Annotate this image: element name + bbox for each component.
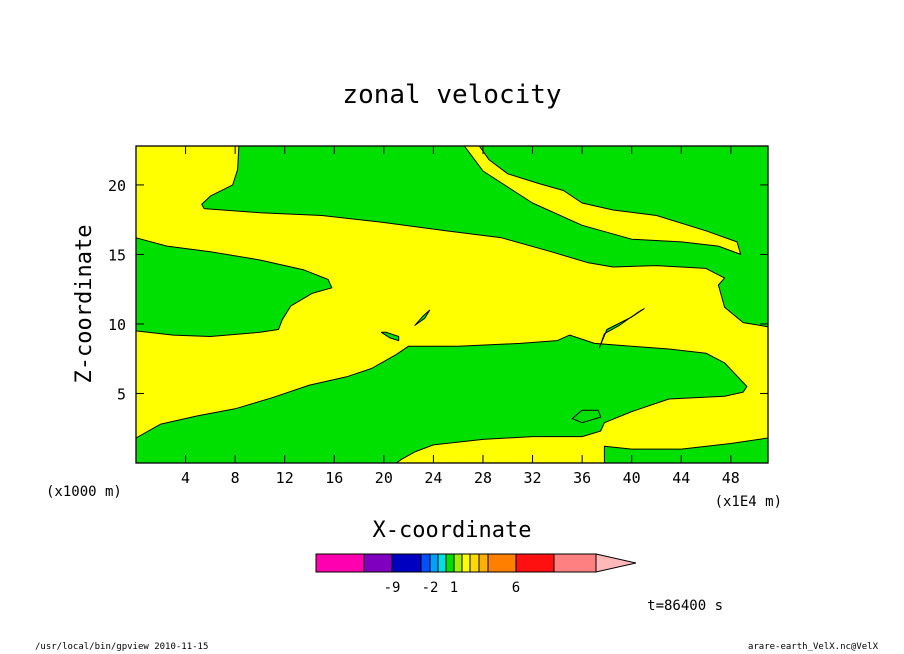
colorbar-label: 6 bbox=[512, 580, 520, 596]
negative-region-7 bbox=[380, 331, 400, 342]
z-tick-label: 10 bbox=[108, 316, 126, 334]
z-tick-label: 5 bbox=[117, 385, 126, 403]
colorbar-label: -9 bbox=[384, 580, 401, 596]
negative-region-5 bbox=[571, 409, 602, 424]
chart-title: zonal velocity bbox=[342, 80, 561, 110]
colorbar-segment bbox=[461, 553, 471, 573]
x-tick-label: 12 bbox=[276, 469, 294, 487]
colorbar-segment bbox=[553, 553, 597, 573]
colorbar-segment bbox=[469, 553, 480, 573]
x-tick-label: 32 bbox=[524, 469, 542, 487]
colorbar-segment bbox=[420, 553, 431, 573]
colorbar-segment bbox=[363, 553, 393, 573]
footer-left: /usr/local/bin/gpview 2010-11-15 bbox=[35, 642, 209, 652]
time-label: t=86400 s bbox=[647, 598, 723, 614]
colorbar-segment bbox=[429, 553, 439, 573]
z-tick-label: 20 bbox=[108, 177, 126, 195]
colorbar-segment bbox=[391, 553, 422, 573]
negative-region-3 bbox=[135, 334, 748, 464]
plot-frame bbox=[135, 145, 769, 464]
x-tick-label: 44 bbox=[672, 469, 690, 487]
x-tick-label: 36 bbox=[573, 469, 591, 487]
colorbar-segment bbox=[487, 553, 517, 573]
colorbar-arrow bbox=[595, 553, 637, 573]
colorbar: -9 -2 1 6 bbox=[315, 553, 637, 596]
colorbar-segment bbox=[315, 553, 365, 573]
colorbar-segment bbox=[515, 553, 555, 573]
colorbar-segment bbox=[437, 553, 447, 573]
x-tick-label: 24 bbox=[424, 469, 442, 487]
negative-region-2 bbox=[135, 237, 333, 337]
x-unit-note: (x1E4 m) bbox=[715, 494, 782, 510]
colorbar-segment bbox=[445, 553, 455, 573]
x-tick-label: 16 bbox=[325, 469, 343, 487]
colorbar-segment bbox=[453, 553, 463, 573]
x-tick-label: 40 bbox=[623, 469, 641, 487]
negative-region-8 bbox=[414, 309, 431, 326]
negative-region-6 bbox=[599, 308, 645, 349]
x-tick-label: 8 bbox=[231, 469, 240, 487]
x-tick-label: 48 bbox=[722, 469, 740, 487]
x-tick-label: 20 bbox=[375, 469, 393, 487]
footer-right: arare-earth_VelX.nc@VelX bbox=[747, 642, 878, 652]
y-axis-label: Z-coordinate bbox=[72, 225, 97, 384]
z-unit-note: (x1000 m) bbox=[46, 484, 122, 500]
x-tick-label: 4 bbox=[181, 469, 190, 487]
colorbar-segment bbox=[478, 553, 489, 573]
z-tick-label: 15 bbox=[108, 246, 126, 264]
x-tick-label: 28 bbox=[474, 469, 492, 487]
x-axis-label: X-coordinate bbox=[373, 518, 532, 543]
colorbar-label: 1 bbox=[450, 580, 458, 596]
colorbar-label: -2 bbox=[422, 580, 439, 596]
